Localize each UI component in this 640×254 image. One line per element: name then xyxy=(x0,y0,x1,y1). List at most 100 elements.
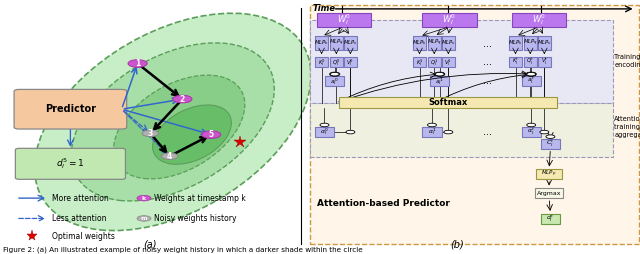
Text: $V_l^0$: $V_l^0$ xyxy=(346,57,355,68)
Text: $K_l^0$: $K_l^0$ xyxy=(317,57,326,68)
FancyBboxPatch shape xyxy=(344,36,357,50)
Ellipse shape xyxy=(71,43,275,201)
FancyBboxPatch shape xyxy=(538,57,551,67)
Text: $Q_l^1$: $Q_l^1$ xyxy=(430,57,438,68)
Text: Softmax: Softmax xyxy=(428,98,468,107)
Text: $\alpha_l^1$: $\alpha_l^1$ xyxy=(428,127,436,137)
Ellipse shape xyxy=(113,75,245,179)
FancyBboxPatch shape xyxy=(442,57,455,67)
Text: $W_l^0$: $W_l^0$ xyxy=(337,12,351,27)
Text: ...: ... xyxy=(483,127,492,137)
FancyBboxPatch shape xyxy=(538,36,551,50)
Circle shape xyxy=(128,60,147,67)
FancyBboxPatch shape xyxy=(536,169,562,179)
FancyBboxPatch shape xyxy=(422,13,477,27)
Circle shape xyxy=(444,130,453,134)
FancyBboxPatch shape xyxy=(315,36,328,50)
FancyBboxPatch shape xyxy=(315,57,328,67)
FancyBboxPatch shape xyxy=(413,36,426,50)
Text: Training history
encoding: Training history encoding xyxy=(614,54,640,68)
Circle shape xyxy=(137,195,151,201)
Text: $V_l^t$: $V_l^t$ xyxy=(541,57,548,67)
Text: $MLP_v$: $MLP_v$ xyxy=(441,38,456,47)
Text: $MLP_q$: $MLP_q$ xyxy=(329,38,344,48)
Text: $a_l^1$: $a_l^1$ xyxy=(435,76,444,87)
Circle shape xyxy=(428,123,436,127)
Text: $d_l^5 = 1$: $d_l^5 = 1$ xyxy=(56,156,84,171)
FancyBboxPatch shape xyxy=(524,36,537,50)
Text: 4: 4 xyxy=(167,152,172,161)
Text: ...: ... xyxy=(483,39,492,50)
Text: $MLP_q$: $MLP_q$ xyxy=(523,38,538,48)
Text: Figure 2: (a) An illustrated example of noisy weight history in which a darker s: Figure 2: (a) An illustrated example of … xyxy=(3,246,363,253)
FancyBboxPatch shape xyxy=(344,57,357,67)
Text: $a_l^t$: $a_l^t$ xyxy=(527,76,535,86)
Circle shape xyxy=(202,131,221,138)
Text: $MLP_q$: $MLP_q$ xyxy=(427,38,442,48)
FancyBboxPatch shape xyxy=(339,97,557,108)
FancyBboxPatch shape xyxy=(524,57,537,67)
Circle shape xyxy=(526,72,536,76)
Text: $t_1$: $t_1$ xyxy=(444,0,452,3)
Text: $C_l^t$: $C_l^t$ xyxy=(546,139,555,149)
Text: $\alpha_l^0$: $\alpha_l^0$ xyxy=(320,127,329,137)
Circle shape xyxy=(330,72,340,76)
Text: Attention-based Predictor: Attention-based Predictor xyxy=(317,199,450,208)
Text: 5: 5 xyxy=(209,130,214,139)
Circle shape xyxy=(527,72,536,76)
Text: $MLP_k$: $MLP_k$ xyxy=(314,38,329,47)
Text: Argmax: Argmax xyxy=(537,191,561,196)
Text: Predictor: Predictor xyxy=(45,104,96,114)
Text: Noisy weights history: Noisy weights history xyxy=(154,214,237,223)
Text: Optimal weights: Optimal weights xyxy=(52,232,115,241)
Text: $Q_l^t$: $Q_l^t$ xyxy=(526,57,534,67)
FancyBboxPatch shape xyxy=(522,127,541,137)
Text: Time: Time xyxy=(312,4,335,13)
Text: $MLP_v$: $MLP_v$ xyxy=(537,38,552,47)
Text: $V_l^1$: $V_l^1$ xyxy=(444,57,452,68)
FancyBboxPatch shape xyxy=(15,148,125,179)
Circle shape xyxy=(330,72,339,76)
Circle shape xyxy=(527,72,536,76)
Text: $t_0$: $t_0$ xyxy=(338,0,347,3)
Text: 1: 1 xyxy=(135,59,140,68)
FancyBboxPatch shape xyxy=(14,89,127,129)
Text: $a_l^0$: $a_l^0$ xyxy=(330,76,339,87)
Circle shape xyxy=(173,95,192,103)
Circle shape xyxy=(161,153,178,160)
Text: $MLP_k$: $MLP_k$ xyxy=(508,38,523,47)
Text: $K_l^1$: $K_l^1$ xyxy=(415,57,424,68)
FancyBboxPatch shape xyxy=(413,57,426,67)
Text: $MLP_v$: $MLP_v$ xyxy=(343,38,358,47)
Text: Weights at timestamp k: Weights at timestamp k xyxy=(154,194,246,203)
Text: Attention-based
training history
aggregating: Attention-based training history aggrega… xyxy=(614,116,640,138)
Circle shape xyxy=(527,123,536,127)
Text: (a): (a) xyxy=(143,240,157,250)
Circle shape xyxy=(540,130,548,134)
FancyBboxPatch shape xyxy=(317,13,371,27)
Text: $Q_l^0$: $Q_l^0$ xyxy=(332,57,340,68)
Circle shape xyxy=(546,135,555,138)
Text: m: m xyxy=(141,216,147,221)
Text: ...: ... xyxy=(483,76,492,86)
Circle shape xyxy=(137,216,151,221)
Text: ...: ... xyxy=(483,57,492,67)
Text: $MLP_p$: $MLP_p$ xyxy=(541,169,557,179)
FancyBboxPatch shape xyxy=(330,57,343,67)
Text: $W_l^0$: $W_l^0$ xyxy=(442,12,457,27)
Text: $W_l^0$: $W_l^0$ xyxy=(532,12,547,27)
Circle shape xyxy=(435,72,444,76)
Text: $\alpha_l^t$: $\alpha_l^t$ xyxy=(527,127,535,137)
Text: (b): (b) xyxy=(451,240,465,250)
FancyBboxPatch shape xyxy=(310,20,613,103)
Circle shape xyxy=(435,72,445,76)
FancyBboxPatch shape xyxy=(509,36,522,50)
FancyBboxPatch shape xyxy=(310,5,639,244)
Text: Less attention: Less attention xyxy=(52,214,107,223)
Circle shape xyxy=(320,123,329,127)
FancyBboxPatch shape xyxy=(512,13,566,27)
Ellipse shape xyxy=(152,105,232,164)
Text: $t_2$: $t_2$ xyxy=(536,0,545,3)
FancyBboxPatch shape xyxy=(522,76,541,86)
FancyBboxPatch shape xyxy=(430,76,449,86)
